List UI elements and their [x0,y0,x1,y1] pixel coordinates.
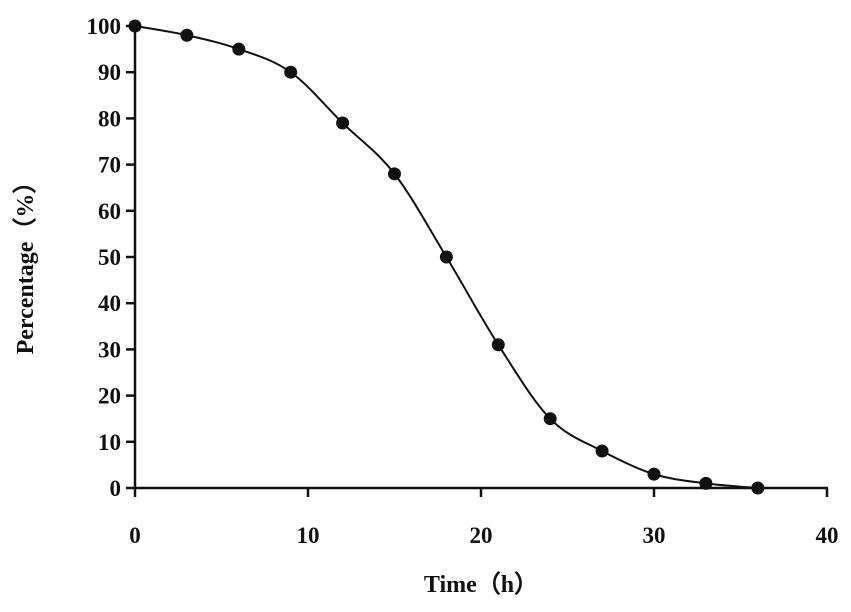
data-points [128,19,765,495]
y-tick-label: 10 [98,430,121,455]
axes: 0 10 20 30 40 50 60 70 80 90 100 0 10 20 30 40 [87,14,839,548]
y-tick-label: 70 [98,153,121,178]
data-point [543,412,557,426]
x-tick-label: 10 [297,523,320,548]
x-axis-title: Time（h） [424,571,538,598]
x-tick-label: 20 [470,523,493,548]
y-tick-label: 60 [98,199,121,224]
y-tick-label: 50 [98,245,121,270]
x-tick-label: 40 [816,523,839,548]
data-point [491,338,505,352]
y-tick-label: 100 [87,14,122,39]
axis-labels: Time（h） Percentage（%） [12,170,538,598]
y-tick-label: 40 [98,291,121,316]
data-point [284,65,298,79]
y-tick-label: 30 [98,337,121,362]
data-point [595,444,609,458]
x-tick-label: 30 [643,523,666,548]
data-point [180,28,194,42]
data-point [336,116,350,130]
data-point [128,19,142,33]
data-point [439,250,453,264]
y-tick-label: 0 [110,476,122,501]
data-point [699,476,713,490]
x-tick-label: 0 [129,523,141,548]
data-point [232,42,246,56]
data-point [647,467,661,481]
y-tick-label: 90 [98,60,121,85]
y-axis-title: Percentage（%） [12,170,39,355]
data-point [388,167,401,181]
y-tick-label: 20 [98,384,121,409]
y-tick-label: 80 [98,106,121,131]
data-point [751,481,765,495]
